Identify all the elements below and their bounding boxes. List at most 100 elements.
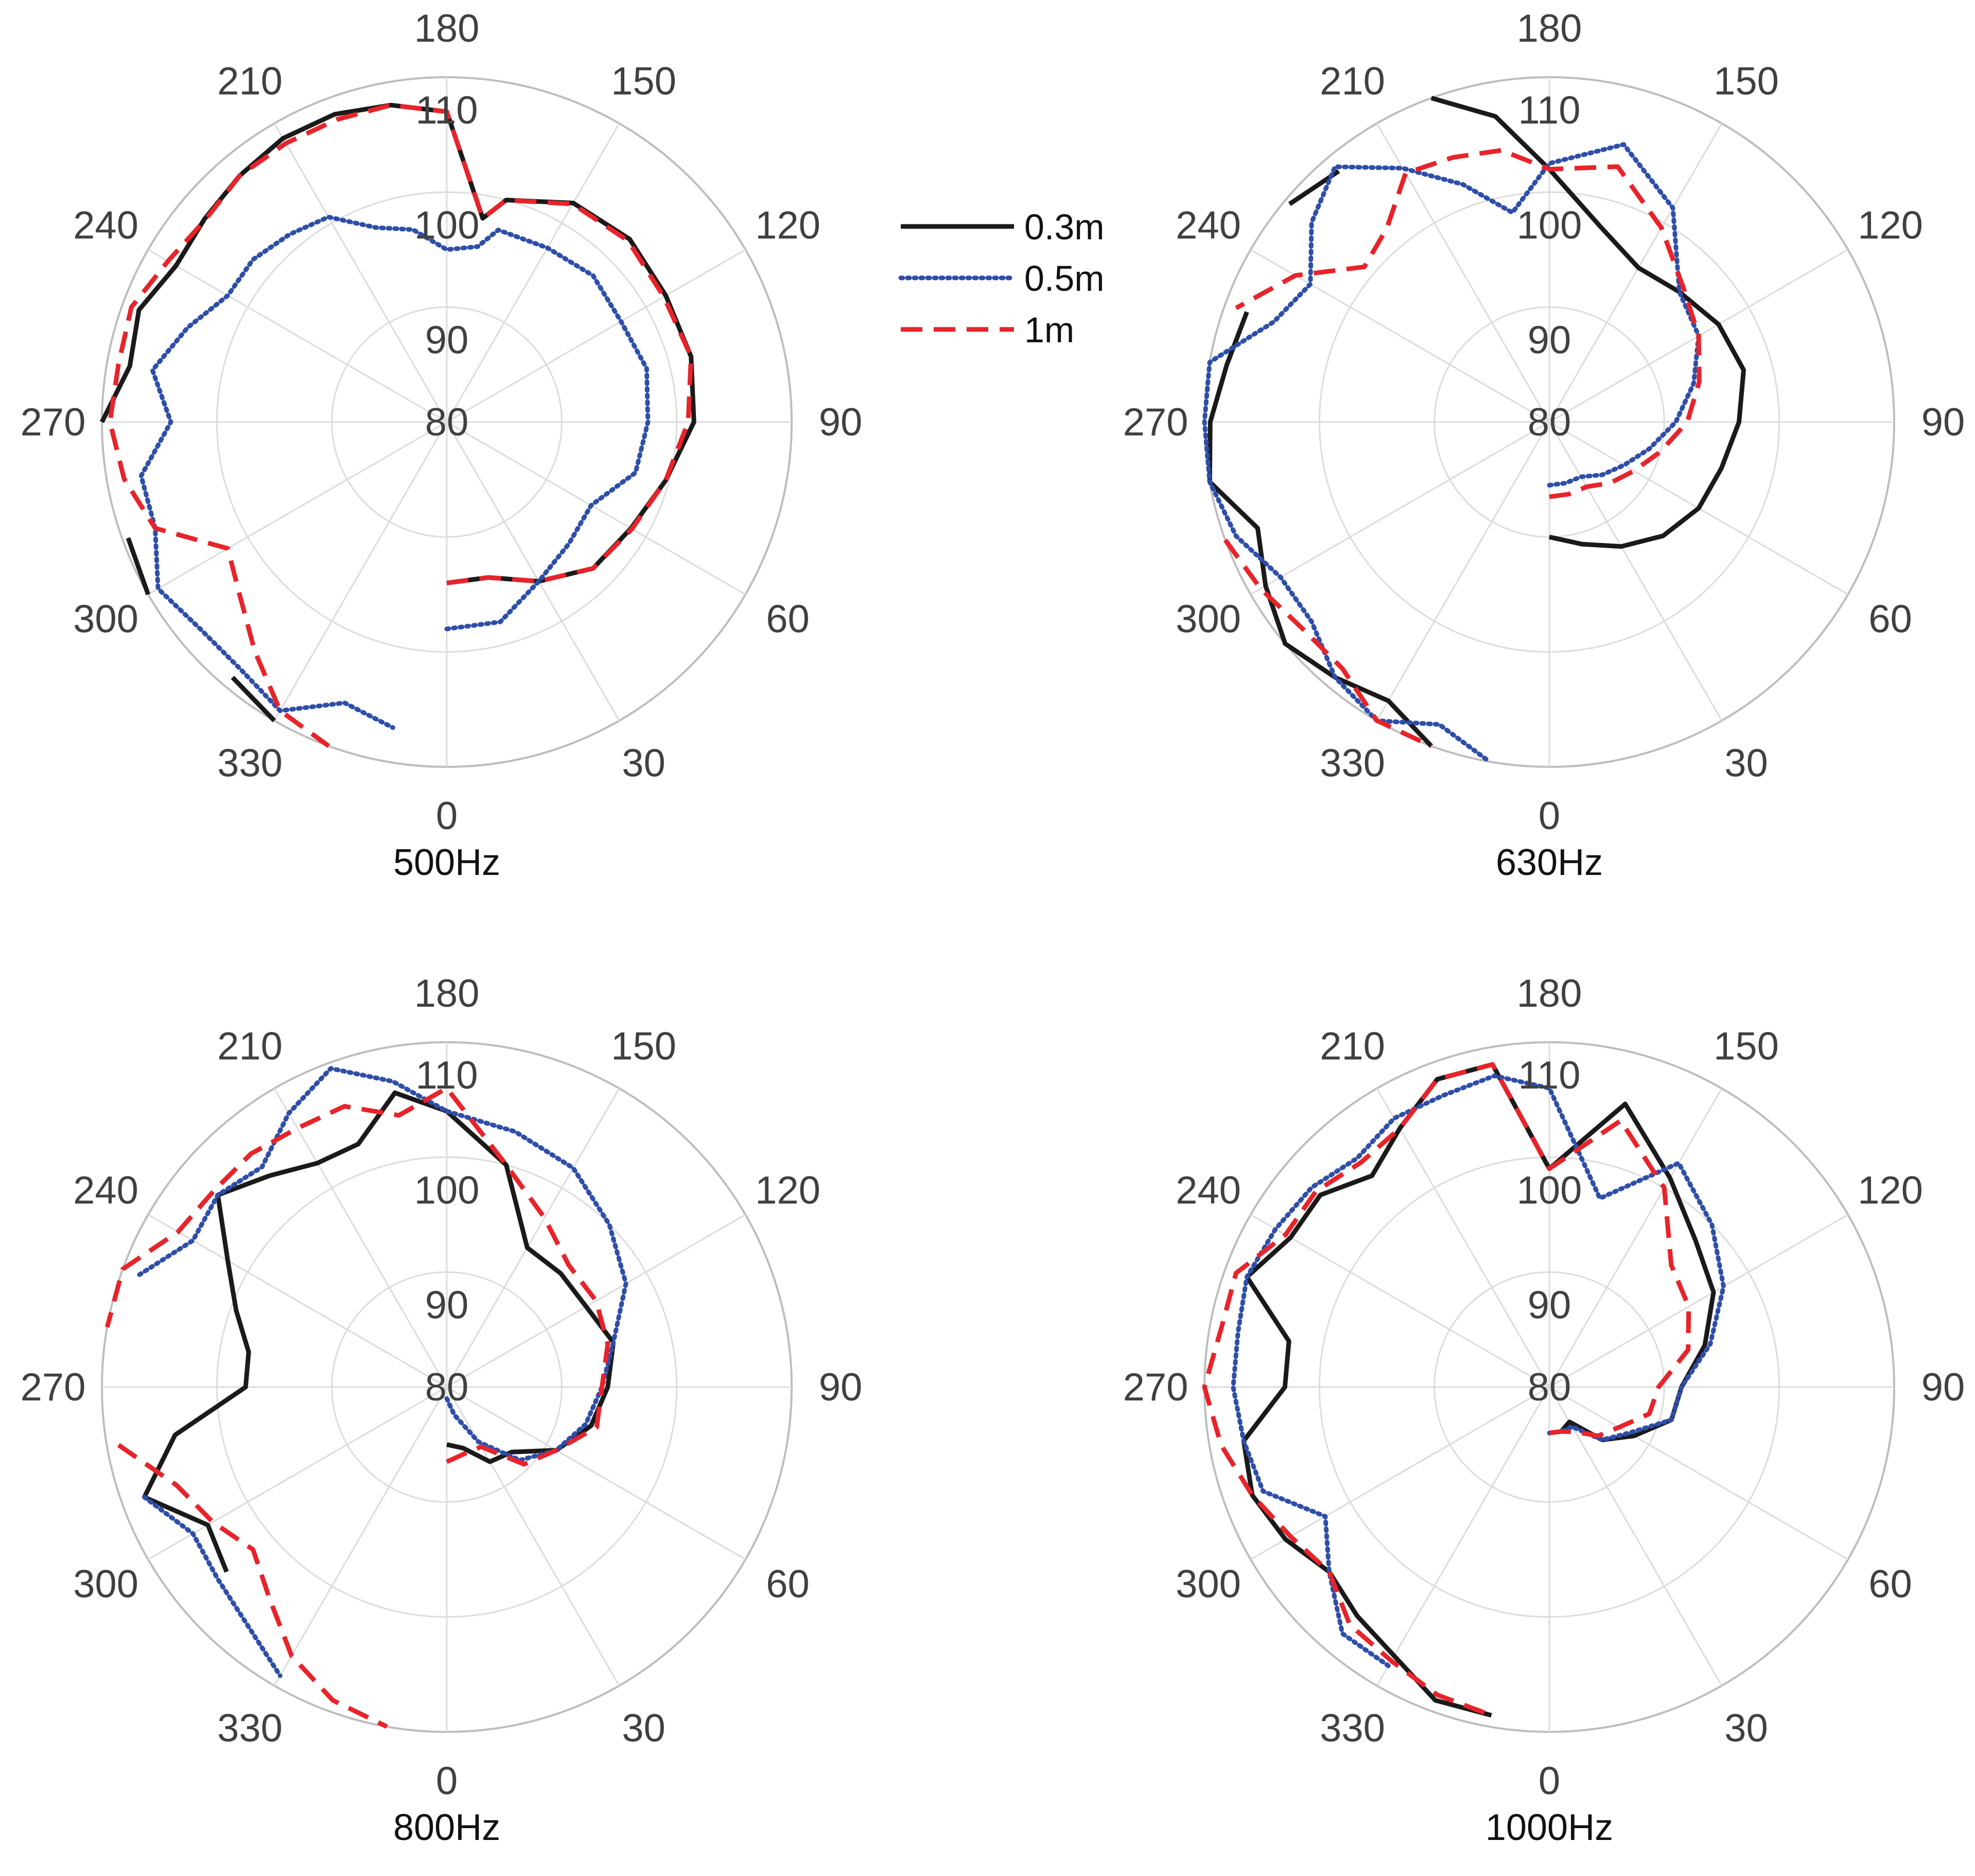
angle-label-90: 90 [1921, 1365, 1965, 1409]
radial-label-100: 100 [414, 203, 480, 247]
spoke-240 [1250, 249, 1550, 423]
angle-label-30: 30 [1724, 742, 1768, 785]
radial-label-80: 80 [425, 1365, 469, 1409]
series-layer [1202, 96, 1746, 764]
spoke-330 [1376, 422, 1550, 721]
radial-label-110: 110 [415, 1054, 478, 1097]
angle-label-240: 240 [73, 1169, 138, 1213]
series-layer [104, 1066, 628, 1729]
spoke-210 [1376, 1088, 1550, 1388]
spoke-30 [1548, 1387, 1723, 1686]
spoke-150 [446, 1088, 620, 1388]
angle-label-270: 270 [1123, 400, 1189, 444]
angle-label-60: 60 [766, 1563, 810, 1606]
spoke-210 [273, 1088, 448, 1388]
axis-labels: 0 30 60 90 120 150 180 210 240 270 300 330 80 90 100 11… [1123, 7, 1965, 838]
legend-label-1m: 1m [1024, 310, 1074, 350]
angle-label-150: 150 [1714, 1024, 1779, 1068]
angle-label-150: 150 [611, 59, 676, 103]
spoke-300 [148, 421, 447, 595]
angle-label-240: 240 [73, 204, 138, 248]
chart-title: 1000Hz [1485, 1807, 1613, 1848]
angle-label-120: 120 [755, 1169, 820, 1213]
radial-label-110: 110 [415, 89, 478, 132]
spoke-120 [1549, 1214, 1848, 1388]
polar-chart-500hz: 0 30 60 90 120 150 180 210 240 270 300 330 80 90 100 11… [21, 7, 863, 883]
angle-label-300: 300 [73, 598, 138, 641]
spoke-60 [1549, 1386, 1848, 1561]
angle-label-330: 330 [217, 1707, 283, 1750]
spoke-60 [446, 1386, 746, 1561]
angle-label-330: 330 [1320, 1707, 1385, 1750]
polar-chart-630hz: 0 30 60 90 120 150 180 210 240 270 300 330 80 90 100 11… [1123, 7, 1965, 883]
angle-label-180: 180 [1517, 972, 1582, 1015]
angle-label-0: 0 [436, 794, 458, 838]
angle-label-210: 210 [1320, 1024, 1385, 1068]
angle-label-270: 270 [21, 400, 86, 444]
radial-label-80: 80 [425, 400, 469, 444]
spoke-330 [1376, 1387, 1550, 1686]
angle-label-300: 300 [1176, 598, 1241, 641]
angle-label-90: 90 [819, 400, 863, 444]
angle-label-240: 240 [1176, 1169, 1241, 1213]
angle-label-210: 210 [217, 59, 283, 103]
angle-label-150: 150 [611, 1024, 676, 1068]
spoke-300 [1250, 1386, 1550, 1561]
chart-title: 630Hz [1496, 842, 1603, 883]
series-line-0-3m [1241, 1062, 1716, 1718]
spoke-300 [148, 1386, 447, 1561]
series-line-1m [1202, 1062, 1691, 1718]
radial-label-110: 110 [1518, 1054, 1580, 1097]
chart-title: 500Hz [393, 842, 500, 883]
angle-label-150: 150 [1714, 59, 1779, 103]
angle-label-60: 60 [1868, 598, 1912, 641]
spoke-330 [273, 422, 448, 721]
angle-label-120: 120 [1858, 204, 1923, 248]
radial-label-100: 100 [414, 1168, 480, 1212]
axis-labels: 0 30 60 90 120 150 180 210 240 270 300 330 80 90 100 11… [21, 972, 863, 1803]
angle-label-180: 180 [414, 7, 480, 50]
angle-label-330: 330 [217, 742, 283, 785]
radial-label-100: 100 [1517, 1168, 1582, 1212]
spoke-210 [273, 123, 448, 423]
angle-label-270: 270 [21, 1365, 86, 1409]
radial-label-90: 90 [425, 319, 469, 362]
radial-label-90: 90 [1528, 1284, 1571, 1327]
grid [101, 1041, 793, 1733]
radial-label-90: 90 [425, 1284, 469, 1327]
spoke-240 [148, 249, 447, 423]
spoke-300 [1250, 421, 1550, 595]
series-line-1m [108, 102, 694, 748]
spoke-30 [446, 1387, 620, 1686]
angle-label-60: 60 [766, 598, 810, 641]
axis-labels: 0 30 60 90 120 150 180 210 240 270 300 330 80 90 100 11… [21, 7, 863, 838]
angle-label-30: 30 [622, 742, 666, 785]
angle-label-300: 300 [73, 1563, 138, 1606]
series-line-0-5m [1231, 1073, 1726, 1669]
angle-label-30: 30 [622, 1707, 666, 1750]
legend-label-0-3m: 0.3m [1024, 207, 1105, 247]
angle-label-180: 180 [1517, 7, 1582, 50]
series-line-0-5m [138, 215, 651, 730]
spoke-150 [1548, 1088, 1723, 1388]
angle-label-0: 0 [436, 1759, 458, 1803]
angle-label-0: 0 [1539, 794, 1560, 838]
angle-label-30: 30 [1724, 1707, 1768, 1750]
chart-title: 800Hz [393, 1807, 500, 1848]
radial-label-80: 80 [1528, 400, 1571, 444]
angle-label-210: 210 [1320, 59, 1385, 103]
angle-label-270: 270 [1123, 1365, 1189, 1409]
axis-labels: 0 30 60 90 120 150 180 210 240 270 300 330 80 90 100 11… [1123, 972, 1965, 1803]
spoke-150 [446, 123, 620, 423]
spoke-240 [148, 1214, 447, 1388]
spoke-210 [1376, 123, 1550, 423]
angle-label-180: 180 [414, 972, 480, 1015]
angle-label-90: 90 [1921, 400, 1965, 444]
spoke-150 [1548, 123, 1723, 423]
spoke-60 [446, 421, 746, 595]
polar-chart-1000hz: 0 30 60 90 120 150 180 210 240 270 300 330 80 90 100 11… [1123, 972, 1965, 1848]
series-layer [99, 102, 696, 748]
series-line-0-5m [1202, 142, 1701, 764]
radial-label-90: 90 [1528, 319, 1571, 362]
